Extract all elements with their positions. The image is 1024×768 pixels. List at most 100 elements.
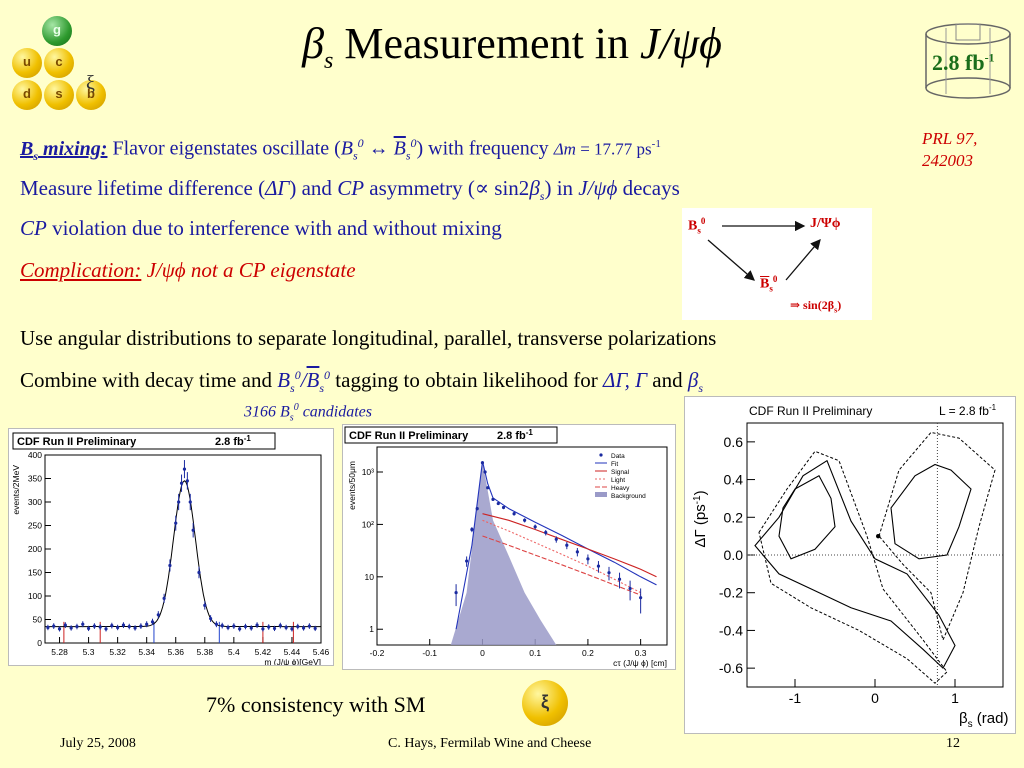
- gluon-label: g: [53, 22, 61, 37]
- data-point: [197, 570, 201, 575]
- data-point: [284, 625, 288, 630]
- data-point: [486, 486, 490, 490]
- data-point: [628, 586, 632, 591]
- data-point: [179, 481, 184, 485]
- b2-dg: ΔΓ: [265, 176, 290, 200]
- data-point: [145, 622, 149, 626]
- data-point: [301, 626, 306, 630]
- chart-title-box: [344, 426, 558, 444]
- data-point: [116, 625, 120, 630]
- b4-text: J/ψϕ not a CP eigenstate: [141, 258, 356, 282]
- s-quark-ball: s: [44, 80, 74, 110]
- data-point: [92, 624, 96, 628]
- contour-95: [754, 459, 956, 669]
- data-point: [465, 559, 469, 563]
- data-point: [139, 624, 143, 628]
- diagram-bsbar: Bs0: [760, 274, 777, 293]
- b-quark-small-icon: ξ: [522, 680, 568, 726]
- data-point: [596, 564, 601, 568]
- data-point: [133, 626, 137, 630]
- data-point: [480, 461, 485, 465]
- b1-arrow: ↔: [363, 137, 394, 160]
- lumi-badge: 2.8 fb-1: [932, 50, 995, 76]
- b6-and: and: [647, 368, 688, 392]
- y-tick-label: 0.6: [724, 434, 744, 450]
- ctau-chart-panel: CDF Run II Preliminary 2.8 fb-1 -0.2 -0.1 0 0…: [342, 424, 676, 670]
- data-point: [110, 624, 114, 628]
- x-axis-label-sub: s: [968, 719, 973, 730]
- data-point: [220, 624, 224, 628]
- y-axis-label-tail: ): [692, 490, 709, 495]
- data-point: [185, 479, 189, 483]
- diagram-arrows: [707, 220, 821, 281]
- data-point: [177, 500, 181, 504]
- data-point: [174, 521, 178, 525]
- b1-bs-sub: s: [352, 148, 358, 163]
- chart-lumi-sup: -1: [244, 434, 252, 443]
- data-point: [156, 613, 160, 617]
- data-point: [243, 624, 248, 629]
- footer-date: July 25, 2008: [60, 736, 136, 751]
- data-point: [523, 518, 527, 522]
- chart-title-box: [12, 432, 276, 450]
- x-tick-label: -1: [789, 690, 802, 706]
- b2-e: decays: [617, 176, 680, 200]
- bullet-combine: Combine with decay time and Bs0/Bs0 tagg…: [20, 368, 703, 396]
- x-tick-label: 5.3: [83, 647, 95, 657]
- y-tick-label: 150: [28, 568, 42, 578]
- data-point: [104, 627, 108, 631]
- b4-label: Complication:: [20, 258, 142, 282]
- b2-beta-sub: s: [539, 189, 545, 204]
- data-point: [607, 571, 611, 575]
- squiggle-icon: ξ: [86, 72, 95, 94]
- legend-label: Light: [611, 477, 625, 484]
- data-point: [46, 625, 50, 630]
- x-tick-label: 5.38: [197, 647, 214, 657]
- b2-d: ) in: [544, 176, 579, 200]
- contour-68-right: [890, 463, 972, 560]
- b1-dm: Δm: [553, 139, 576, 159]
- b1-text-b: ) with frequency: [416, 137, 554, 160]
- data-point: [512, 512, 516, 516]
- y-tick-label: -0.6: [719, 660, 743, 676]
- contour-95-dashed: [758, 450, 948, 684]
- x-axis-label: cτ (J/ψ ϕ) [cm]: [613, 658, 667, 668]
- b-quark-label: b: [87, 86, 95, 101]
- y-tick-label: 10: [365, 572, 375, 582]
- x-tick-label: 5.36: [167, 647, 184, 657]
- y-tick-label: -0.2: [719, 585, 743, 601]
- chart-lumi: 2.8 fb-1: [215, 434, 251, 448]
- legend-label: Data: [611, 453, 625, 460]
- legend-label: Background: [611, 493, 646, 500]
- diagram-bs: Bs0: [688, 216, 705, 235]
- y-axis-label-sup: -1: [692, 495, 703, 504]
- fit-curve: [455, 461, 657, 630]
- y-tick-label: -0.4: [719, 622, 743, 638]
- data-point: [98, 625, 102, 629]
- data-point: [313, 626, 317, 631]
- x-tick-label: 5.34: [138, 647, 155, 657]
- b6-b: tagging to obtain likelihood for: [330, 368, 604, 392]
- sm-point: [876, 533, 881, 539]
- y-tick-label: 100: [28, 591, 42, 601]
- signal-curve: [482, 513, 657, 578]
- b1-label-b: B: [20, 137, 34, 160]
- b1-text-a: Flavor eigenstates oscillate (: [107, 137, 341, 160]
- diagram-bsbar-b: B: [760, 276, 770, 292]
- data-point: [232, 624, 236, 628]
- data-point: [501, 505, 506, 510]
- data-point: [483, 470, 487, 474]
- data-point: [261, 627, 265, 631]
- y-tick-label: 250: [28, 521, 42, 531]
- y-tick-label: 400: [28, 450, 42, 460]
- b6-beta-sub: s: [698, 381, 704, 396]
- contour-chart-panel: CDF Run II Preliminary L = 2.8 fb-1 -1 0 1 0.…: [684, 396, 1016, 734]
- data-point: [203, 603, 207, 607]
- data-point: [475, 507, 479, 511]
- data-point: [182, 467, 187, 471]
- legend-swatch-background: [595, 492, 607, 497]
- bullet-cp-violation: CP violation due to interference with an…: [20, 216, 502, 241]
- data-point: [278, 624, 282, 628]
- b2-decay: J/ψϕ: [578, 176, 618, 200]
- y-tick-label: 10²: [362, 519, 374, 529]
